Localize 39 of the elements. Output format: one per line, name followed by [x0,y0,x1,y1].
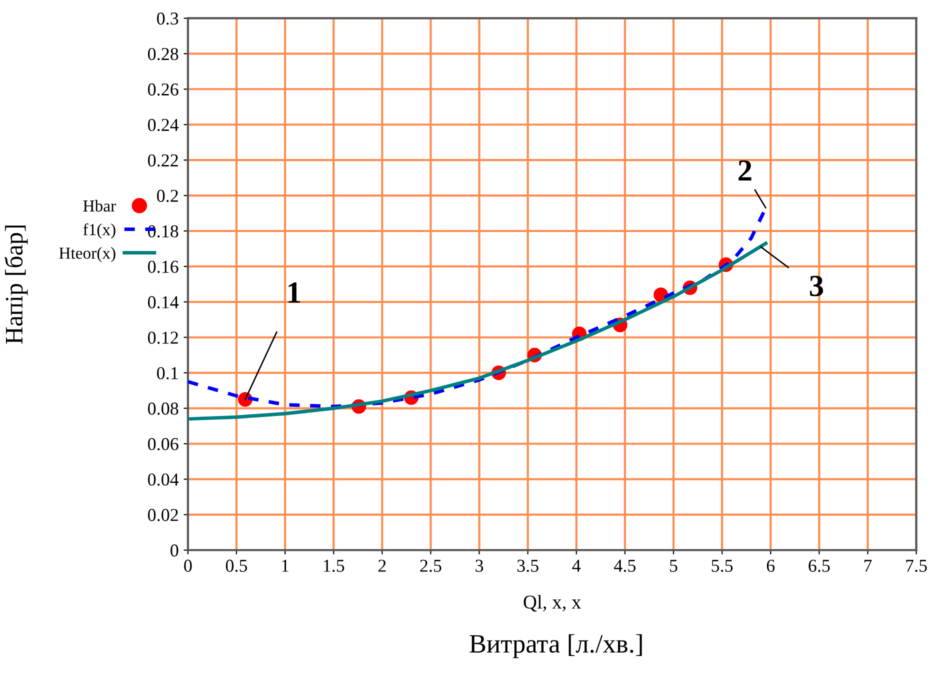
x-tick-label: 3.5 [517,560,538,572]
y-tick-label: 0.26 [148,83,178,96]
x-tick-label: 4.5 [614,560,636,572]
y-tick-label: 0.22 [148,154,178,167]
legend-label: f1(x) [83,223,116,239]
x-tick-label: 4 [572,560,581,572]
y-tick-label: 0.08 [148,402,178,415]
y-tick-label: 0.3 [157,12,178,25]
legend-label: Hteor(x) [59,247,116,262]
x-tick-label: 1 [282,560,288,572]
x-tick-label: 5 [670,560,678,572]
x-tick-label: 0 [184,560,192,572]
text: Витрата [л./хв.] [470,634,642,658]
x-axis-title: Ql, x, x [524,594,582,612]
x-tick-label: 2 [378,560,386,572]
y-tick-label: 0.06 [148,438,178,450]
y-axis-title: Напір [бар] [4,226,28,344]
x-tick-label: 6 [766,560,775,572]
x-tick-label: 7.5 [906,560,927,572]
y-tick-label: 0.16 [148,260,178,273]
y-tick-label: 0.24 [148,118,179,132]
y-tick-label: 0.14 [148,296,179,308]
y-tick-label: 0.28 [148,48,178,60]
y-tick-label: 0.12 [148,332,178,344]
x-tick-label: 5.5 [712,560,733,572]
annotation: 1 [288,282,300,303]
y-tick-label: 0.2 [157,190,178,202]
y-tick-label: 0.04 [148,473,179,486]
y-tick-label: 0.1 [157,367,178,380]
y-tick-label: 0.02 [148,508,178,522]
annotation: 2 [738,160,752,181]
x-tick-label: 6.5 [808,560,830,572]
legend-label: Hbar [83,200,116,212]
x-tick-label: 0.5 [226,560,248,572]
y-tick-label: 0 [170,544,178,557]
x-tick-label: 7 [864,560,872,572]
x-tick-label: 2.5 [420,560,442,572]
x-tick-label: 3 [476,560,484,572]
x-tick-label: 1.5 [324,560,344,572]
